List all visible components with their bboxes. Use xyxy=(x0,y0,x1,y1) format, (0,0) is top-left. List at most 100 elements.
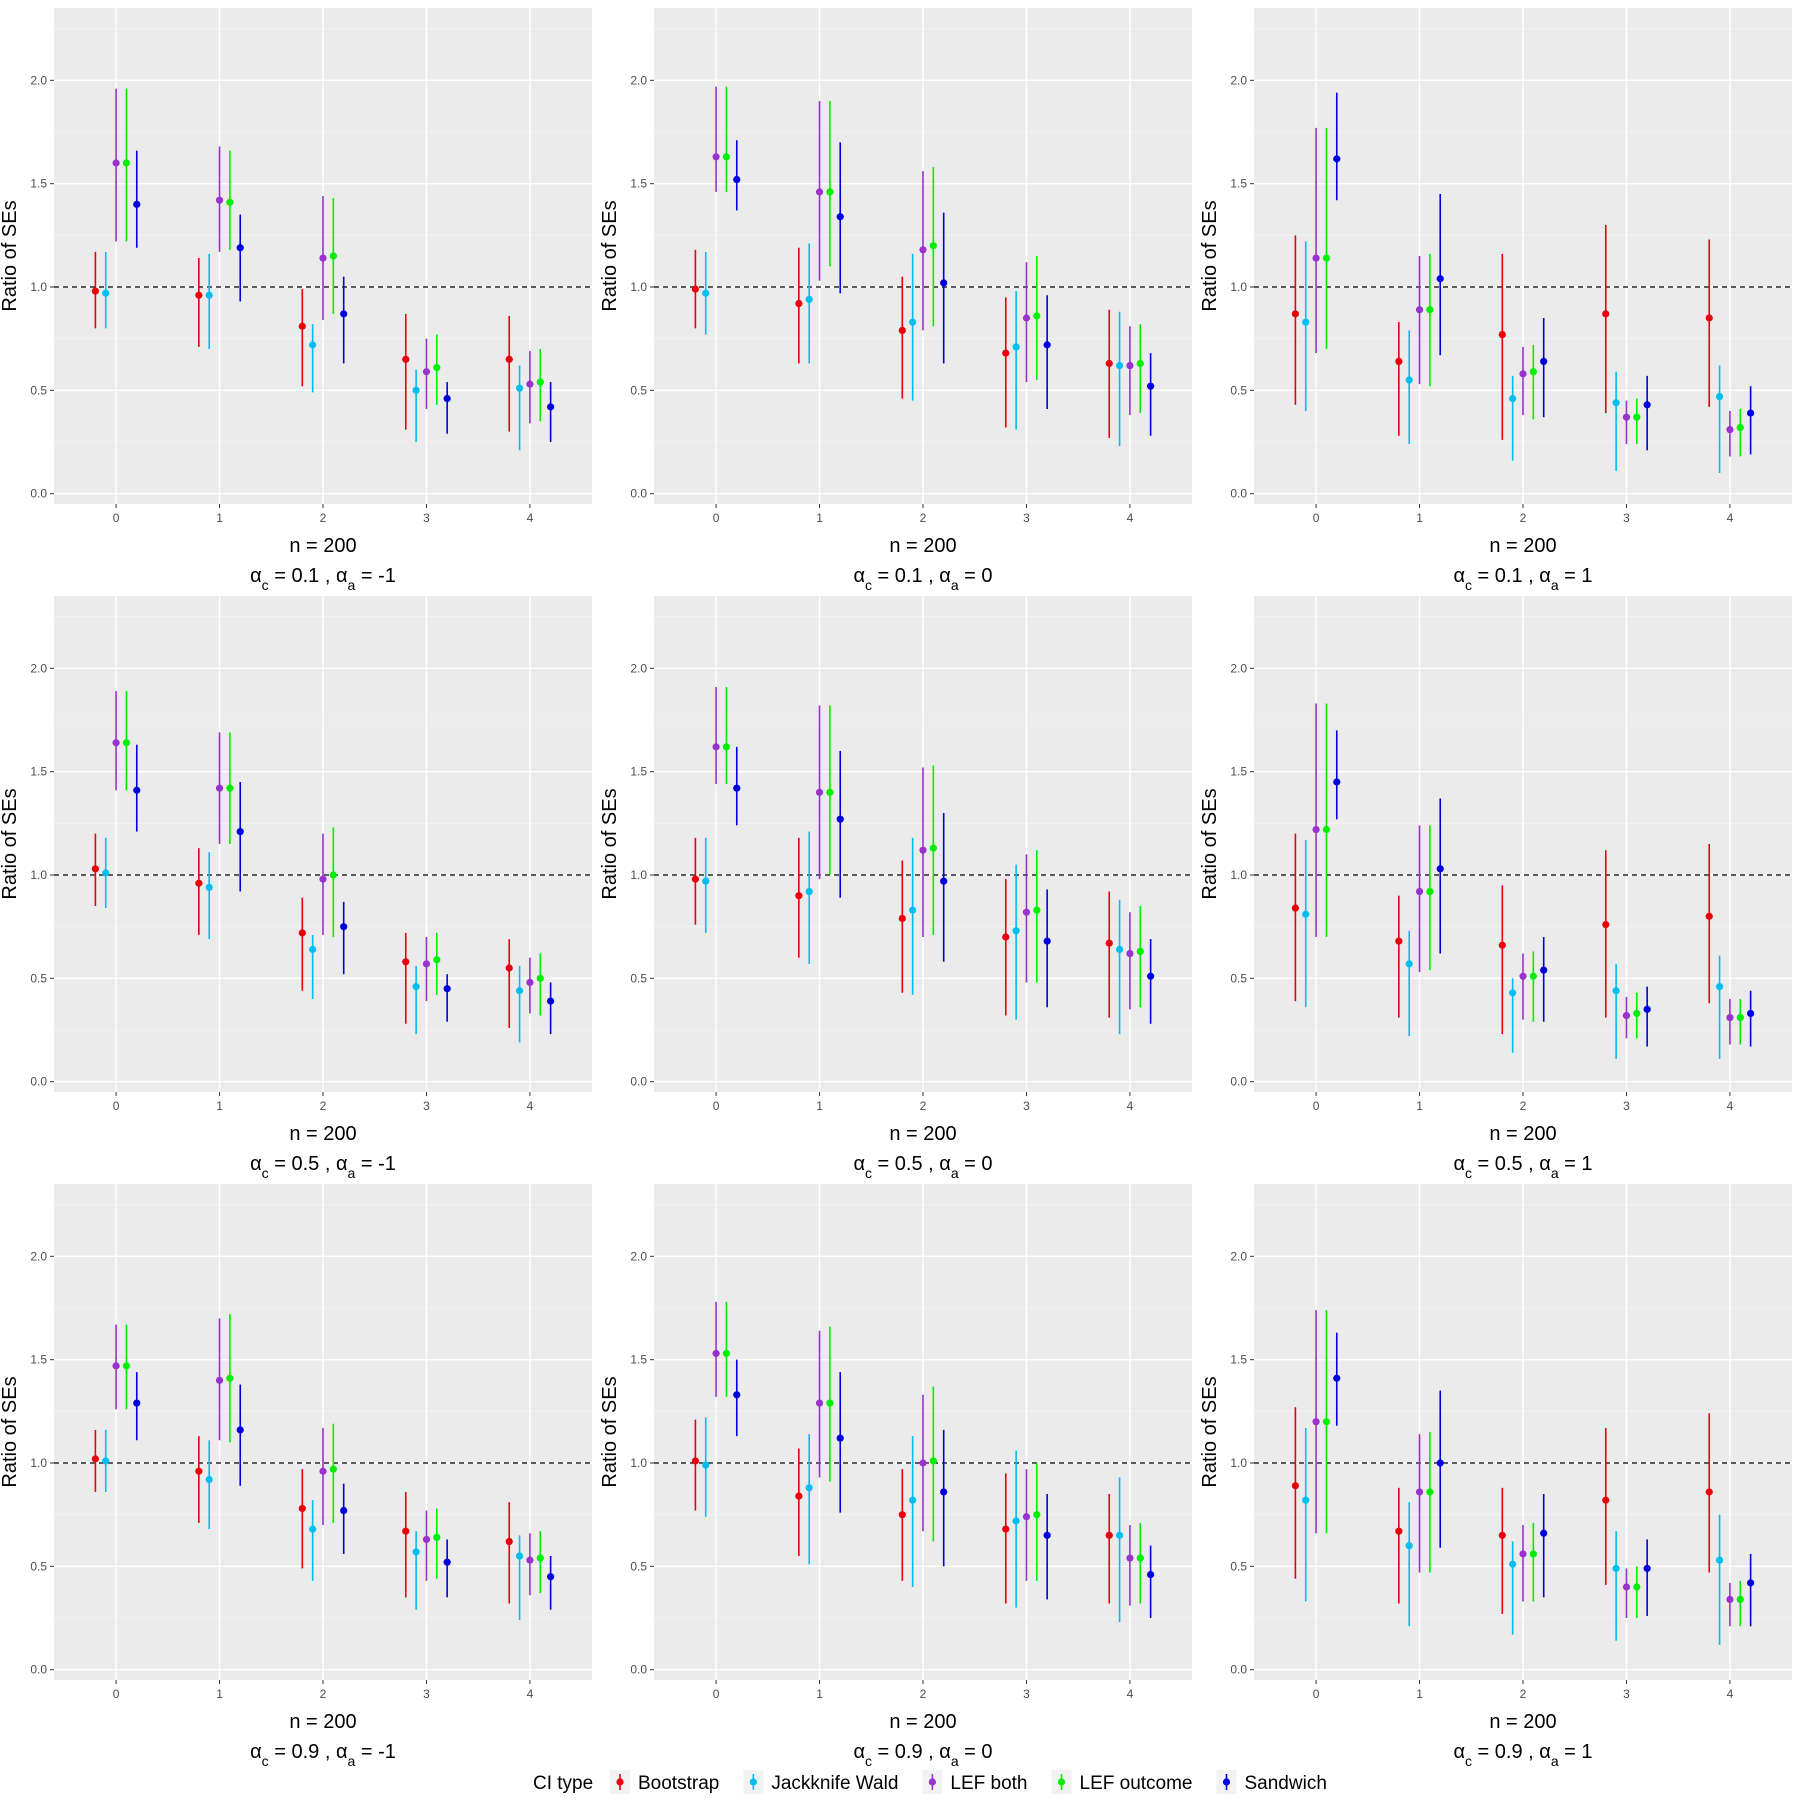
x-tick-label: 2 xyxy=(320,1687,327,1701)
data-point xyxy=(1012,1517,1020,1525)
y-tick-label: 1.5 xyxy=(1230,1353,1247,1367)
x-tick-label: 3 xyxy=(423,1099,430,1113)
data-point xyxy=(329,252,337,260)
data-point xyxy=(1436,865,1444,873)
data-point xyxy=(733,1391,741,1399)
data-point xyxy=(1022,908,1031,916)
data-point xyxy=(1426,887,1434,896)
data-point xyxy=(702,289,710,297)
x-tick-label: 3 xyxy=(423,1687,430,1701)
data-point xyxy=(526,978,534,987)
y-tick-label: 1.5 xyxy=(30,1353,47,1367)
x-tick-label: 4 xyxy=(1127,1099,1134,1113)
data-point xyxy=(236,244,244,252)
data-point xyxy=(1622,1583,1631,1591)
chart-panel: 0.0 0.5 1.0 1.5 2.0 0 1 2 3 4 Ratio of SEs n = 200 α… xyxy=(0,8,592,593)
caption-alpha: αc = 0.9 , αa = 0 xyxy=(853,1741,992,1769)
data-point xyxy=(515,384,524,392)
data-point xyxy=(898,914,906,923)
y-tick-label: 1.0 xyxy=(30,868,47,882)
data-point xyxy=(226,784,234,792)
y-tick-label: 1.0 xyxy=(30,280,47,294)
data-point xyxy=(536,974,544,982)
data-point xyxy=(298,1504,306,1513)
data-point xyxy=(909,906,917,914)
x-tick-label: 4 xyxy=(1727,511,1734,525)
data-point xyxy=(412,386,420,394)
caption-n: n = 200 xyxy=(889,1711,956,1733)
data-point xyxy=(929,844,937,852)
legend-item-label: Bootstrap xyxy=(638,1773,719,1794)
y-axis-label: Ratio of SEs xyxy=(599,788,621,899)
legend-item[interactable]: Bootstrap xyxy=(610,1770,719,1794)
data-point xyxy=(1033,1511,1041,1519)
data-point xyxy=(1747,409,1755,417)
data-point xyxy=(1643,401,1651,409)
legend-item[interactable]: Jackknife Wald xyxy=(743,1770,898,1794)
data-point xyxy=(443,985,451,993)
x-tick-label: 0 xyxy=(113,511,120,525)
legend-item[interactable]: LEF both xyxy=(922,1770,1028,1794)
data-point xyxy=(1509,989,1517,997)
data-point xyxy=(795,1492,803,1500)
x-tick-label: 1 xyxy=(216,511,223,525)
data-point xyxy=(1033,312,1041,320)
data-point xyxy=(1291,904,1299,912)
y-tick-label: 1.0 xyxy=(30,1456,47,1470)
data-point xyxy=(1498,330,1506,339)
y-tick-label: 1.5 xyxy=(630,765,647,779)
data-point xyxy=(1115,361,1124,370)
legend-item-label: LEF outcome xyxy=(1080,1773,1193,1794)
data-point xyxy=(1436,275,1444,283)
chart-panel: 0.0 0.5 1.0 1.5 2.0 0 1 2 3 4 Ratio of SEs n = 200 α… xyxy=(599,8,1192,593)
legend-item-label: LEF both xyxy=(950,1773,1027,1794)
data-point xyxy=(1291,310,1299,318)
data-point xyxy=(1519,1550,1527,1558)
data-point xyxy=(205,1475,213,1484)
x-tick-label: 1 xyxy=(1416,511,1423,525)
data-point xyxy=(898,326,906,334)
data-point xyxy=(1529,368,1537,376)
data-point xyxy=(815,788,824,796)
x-tick-label: 0 xyxy=(1313,511,1320,525)
caption-alpha: αc = 0.1 , αa = -1 xyxy=(250,565,396,593)
data-point xyxy=(702,877,710,885)
data-point xyxy=(1498,941,1506,949)
data-point xyxy=(505,1537,513,1546)
data-point xyxy=(1022,314,1031,322)
caption-n: n = 200 xyxy=(1489,1123,1556,1145)
y-tick-label: 2.0 xyxy=(630,73,647,87)
y-axis-label: Ratio of SEs xyxy=(0,788,21,899)
caption-alpha: αc = 0.9 , αa = 1 xyxy=(1453,1741,1592,1769)
data-point xyxy=(1726,1595,1734,1603)
x-tick-label: 3 xyxy=(423,511,430,525)
data-point xyxy=(433,1533,441,1541)
data-point xyxy=(102,1457,110,1465)
y-tick-label: 2.0 xyxy=(30,73,47,87)
data-point xyxy=(547,403,555,411)
x-tick-label: 2 xyxy=(320,511,327,525)
x-tick-label: 1 xyxy=(216,1687,223,1701)
y-tick-label: 2.0 xyxy=(630,661,647,675)
data-point xyxy=(1022,1513,1031,1521)
x-tick-label: 2 xyxy=(920,1687,927,1701)
caption-n: n = 200 xyxy=(289,535,356,557)
data-point xyxy=(1115,945,1124,954)
data-point xyxy=(1405,960,1413,968)
legend-item[interactable]: LEF outcome xyxy=(1051,1770,1193,1794)
data-point xyxy=(691,285,699,293)
legend-item[interactable]: Sandwich xyxy=(1216,1770,1327,1794)
x-tick-label: 2 xyxy=(320,1099,327,1113)
data-point xyxy=(91,1455,99,1463)
y-axis-label: Ratio of SEs xyxy=(1199,788,1221,899)
data-point xyxy=(1043,937,1051,945)
data-point xyxy=(402,355,410,363)
y-tick-label: 0.5 xyxy=(630,383,647,397)
x-tick-label: 3 xyxy=(1023,1687,1030,1701)
x-tick-label: 1 xyxy=(1416,1099,1423,1113)
data-point xyxy=(1705,912,1713,920)
y-tick-label: 0.0 xyxy=(630,1075,647,1089)
data-point xyxy=(1147,972,1155,980)
x-tick-label: 1 xyxy=(816,511,823,525)
data-point xyxy=(91,865,99,873)
